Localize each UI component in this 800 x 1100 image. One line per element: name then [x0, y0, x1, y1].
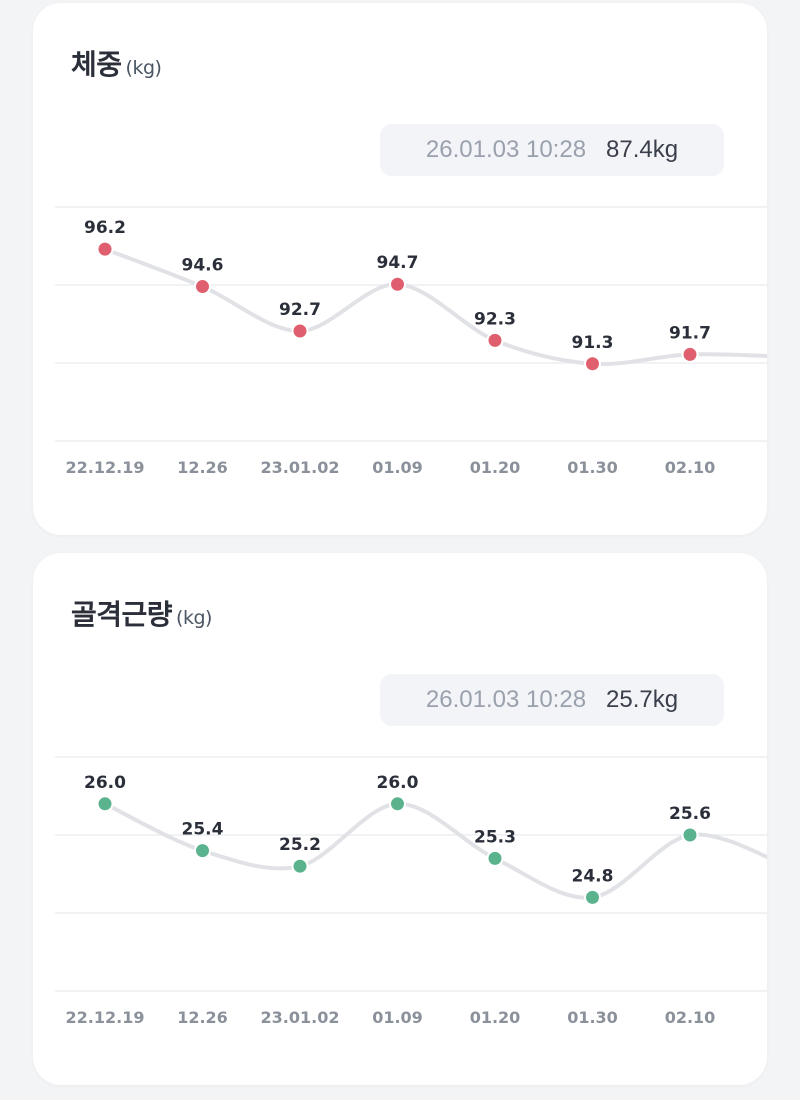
weight-point: [486, 331, 504, 349]
weight-point: [194, 278, 211, 296]
weight-latest-value: 87.4kg: [606, 136, 679, 163]
weight-series-line: [103, 247, 767, 367]
skeletal-muscle-data-label: 25.6: [669, 804, 711, 824]
weight-data-label: 96.2: [84, 218, 126, 238]
skeletal-muscle-latest-badge: 26.01.03 10:28 25.7kg: [380, 674, 724, 726]
weight-chart: 96.2 94.6 92.7 94.7 92.3 91.3 91.7 22.12.19 12.2…: [55, 206, 767, 477]
skeletal-muscle-card-title: 골격근량 (kg): [71, 593, 212, 633]
skeletal-muscle-point: [389, 795, 406, 813]
weight-data-label: 92.3: [474, 309, 516, 329]
skeletal-muscle-x-tick-label: 23.01.02: [261, 1008, 340, 1027]
weight-point: [389, 275, 406, 293]
weight-x-tick-label: 23.01.02: [261, 458, 340, 477]
weight-card: 체중 (kg) 26.01.03 10:28 87.4kg 96.2 94.6 92.…: [33, 3, 767, 535]
skeletal-muscle-point: [584, 888, 601, 906]
skeletal-muscle-chart: 26.0 25.4 25.2 26.0 25.3 24.8 25.6 22.12.19 12.2…: [55, 756, 767, 1027]
skeletal-muscle-series-line: [103, 801, 767, 900]
weight-data-label: 92.7: [279, 300, 321, 320]
skeletal-muscle-x-tick-label: 01.20: [470, 1008, 521, 1027]
weight-x-tick-label: 01.30: [567, 458, 618, 477]
weight-x-tick-label: 02.10: [665, 458, 716, 477]
skeletal-muscle-point: [291, 857, 309, 875]
skeletal-muscle-data-label: 26.0: [84, 773, 126, 793]
weight-x-tick-label: 01.09: [372, 458, 423, 477]
weight-x-tick-label: 01.20: [470, 458, 521, 477]
skeletal-muscle-latest-value: 25.7kg: [606, 686, 679, 713]
weight-unit: (kg): [125, 57, 162, 79]
weight-x-tick-label: 12.26: [177, 458, 228, 477]
weight-latest-badge: 26.01.03 10:28 87.4kg: [380, 124, 724, 176]
skeletal-muscle-data-label: 26.0: [377, 773, 419, 793]
weight-x-tick-label: 22.12.19: [66, 458, 145, 477]
weight-card-title: 체중 (kg): [71, 43, 162, 83]
weight-title-text: 체중: [71, 48, 122, 81]
weight-data-label: 91.7: [669, 323, 711, 343]
skeletal-muscle-point: [486, 849, 504, 867]
skeletal-muscle-x-tick-label: 02.10: [665, 1008, 716, 1027]
skeletal-muscle-point: [96, 795, 114, 813]
weight-point: [291, 322, 309, 340]
weight-latest-time: 26.01.03 10:28: [425, 136, 587, 163]
weight-data-label: 94.7: [377, 253, 419, 273]
weight-point: [96, 240, 114, 258]
weight-data-label: 94.6: [182, 256, 224, 276]
skeletal-muscle-title-text: 골격근량: [71, 598, 173, 631]
skeletal-muscle-x-tick-label: 01.09: [372, 1008, 423, 1027]
skeletal-muscle-point: [681, 826, 699, 844]
skeletal-muscle-x-tick-label: 01.30: [567, 1008, 618, 1027]
skeletal-muscle-point: [194, 842, 211, 860]
skeletal-muscle-x-tick-label: 12.26: [177, 1008, 228, 1027]
skeletal-muscle-data-label: 25.4: [182, 820, 224, 840]
weight-point: [584, 355, 601, 373]
skeletal-muscle-x-tick-label: 22.12.19: [66, 1008, 145, 1027]
skeletal-muscle-data-label: 24.8: [572, 866, 614, 886]
weight-point: [681, 345, 699, 363]
skeletal-muscle-latest-time: 26.01.03 10:28: [425, 686, 587, 713]
skeletal-muscle-unit: (kg): [176, 607, 212, 629]
skeletal-muscle-data-label: 25.3: [474, 827, 516, 847]
weight-data-label: 91.3: [572, 333, 614, 353]
skeletal-muscle-data-label: 25.2: [279, 835, 321, 855]
skeletal-muscle-card: 골격근량 (kg) 26.01.03 10:28 25.7kg 26.0 25.4 2…: [33, 553, 767, 1085]
